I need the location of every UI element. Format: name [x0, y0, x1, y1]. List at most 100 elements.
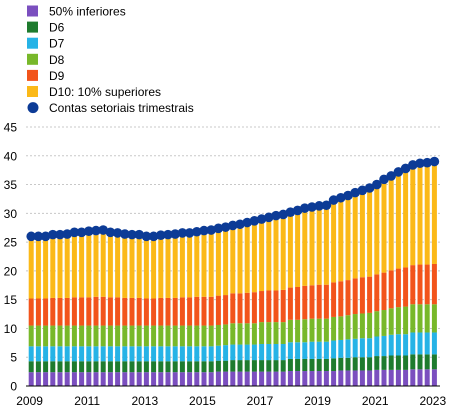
bar-segment-1-54 — [417, 354, 423, 370]
bar-segment-4-50 — [388, 270, 394, 309]
bar-segment-0-19 — [165, 372, 171, 386]
y-tick-label-0: 0 — [10, 380, 17, 394]
bar-segment-4-14 — [129, 297, 135, 326]
bar-segment-2-40 — [316, 341, 322, 359]
bar-segment-5-44 — [345, 197, 351, 281]
bar-segment-4-18 — [158, 297, 164, 326]
dot-point-33 — [264, 212, 274, 223]
bar-segment-3-36 — [287, 319, 293, 343]
bar-segment-2-12 — [115, 346, 121, 362]
bar-segment-5-38 — [302, 208, 308, 286]
bar-segment-0-1 — [35, 372, 41, 386]
bar-segment-2-34 — [273, 343, 279, 361]
bar-segment-2-6 — [71, 346, 77, 362]
dot-point-8 — [84, 226, 94, 236]
bar-segment-2-55 — [424, 332, 430, 355]
bar-segment-4-49 — [381, 272, 387, 311]
bar-segment-0-35 — [280, 371, 286, 386]
bar-segment-1-51 — [395, 355, 401, 370]
bar-segment-3-33 — [266, 322, 272, 344]
bar-segment-0-0 — [28, 372, 34, 386]
dot-point-10 — [98, 225, 108, 235]
bar-segment-1-32 — [259, 360, 265, 372]
bar-segment-3-50 — [388, 308, 394, 335]
bar-segment-1-53 — [410, 354, 416, 370]
bar-segment-1-49 — [381, 356, 387, 370]
bar-segment-2-56 — [431, 332, 437, 355]
bar-segment-3-19 — [165, 325, 171, 347]
bar-segment-1-52 — [403, 355, 409, 370]
bar-segment-1-31 — [251, 360, 257, 372]
bar-segment-1-2 — [43, 361, 49, 373]
bar-segment-4-40 — [316, 284, 322, 319]
bar-segment-1-42 — [331, 358, 337, 372]
bar-segment-3-45 — [352, 314, 358, 339]
bar-segment-3-37 — [295, 319, 301, 343]
bar-segment-4-6 — [71, 297, 77, 326]
bar-segment-1-16 — [143, 361, 149, 373]
bar-segment-4-42 — [331, 282, 337, 317]
bar-segment-3-14 — [129, 325, 135, 347]
dot-point-30 — [242, 217, 252, 228]
legend-label-5: D10: 10% superiores — [49, 85, 161, 99]
bar-segment-5-23 — [194, 231, 200, 297]
bar-segment-4-13 — [122, 297, 128, 326]
bar-segment-5-13 — [122, 234, 128, 298]
x-axis: 2009 2011 2013 2015 2017 2019 2021 2023 — [16, 385, 446, 408]
bar-segment-2-32 — [259, 343, 265, 361]
bar-segment-0-21 — [179, 372, 185, 386]
bar-segment-0-38 — [302, 371, 308, 386]
bar-segment-5-26 — [215, 228, 221, 296]
bar-segment-4-26 — [215, 295, 221, 325]
bar-segment-0-56 — [431, 369, 437, 386]
bar-segment-5-35 — [280, 215, 286, 290]
bar-segment-1-1 — [35, 361, 41, 373]
bar-segment-1-17 — [151, 361, 157, 373]
bar-segment-5-9 — [93, 230, 99, 297]
y-axis: 0 5 10 15 20 25 30 35 40 45 — [4, 121, 18, 394]
bar-segment-2-54 — [417, 332, 423, 355]
dot-point-1 — [33, 231, 44, 242]
bar-segment-2-45 — [352, 338, 358, 358]
bar-segment-0-5 — [64, 372, 70, 386]
bar-segment-3-22 — [187, 325, 193, 347]
bar-segment-0-32 — [259, 371, 265, 386]
bar-segment-0-44 — [345, 370, 351, 386]
legend-marker-6 — [27, 102, 39, 114]
y-tick-label-45: 45 — [4, 121, 18, 135]
bar-segment-1-4 — [57, 361, 63, 373]
legend-swatch-3 — [27, 53, 38, 65]
bar-segment-0-3 — [50, 372, 56, 386]
bar-segment-2-38 — [302, 342, 308, 359]
y-tick-label-10: 10 — [4, 322, 18, 336]
bar-segment-4-56 — [431, 263, 437, 305]
dot-point-2 — [40, 231, 51, 242]
bar-segment-0-53 — [410, 369, 416, 386]
bar-segment-2-2 — [43, 346, 49, 362]
bar-segment-4-39 — [309, 285, 315, 319]
bar-segment-2-1 — [35, 346, 41, 362]
bar-segment-5-5 — [64, 234, 70, 298]
bar-segment-4-7 — [79, 297, 85, 326]
dot-point-25 — [206, 225, 216, 235]
y-tick-label-5: 5 — [10, 351, 17, 365]
bar-segment-1-7 — [79, 361, 85, 373]
bar-segment-5-18 — [158, 235, 164, 298]
bar-segment-3-26 — [215, 324, 221, 346]
bar-segment-4-25 — [208, 296, 214, 326]
bar-segment-0-34 — [273, 371, 279, 386]
bar-segment-3-55 — [424, 304, 430, 333]
bar-segment-2-7 — [79, 346, 85, 362]
bar-segment-0-49 — [381, 369, 387, 386]
bar-segment-3-6 — [71, 325, 77, 347]
bar-segment-1-18 — [158, 361, 164, 373]
bar-segment-1-13 — [122, 361, 128, 373]
bar-segment-4-52 — [403, 267, 409, 307]
bar-segment-5-39 — [309, 207, 315, 286]
bar-segment-1-55 — [424, 354, 430, 370]
bar-segment-0-30 — [244, 371, 250, 386]
bar-segment-5-12 — [115, 232, 121, 298]
bar-segment-1-15 — [136, 361, 142, 373]
bar-segment-2-0 — [28, 346, 34, 362]
bar-segment-2-29 — [237, 344, 243, 361]
